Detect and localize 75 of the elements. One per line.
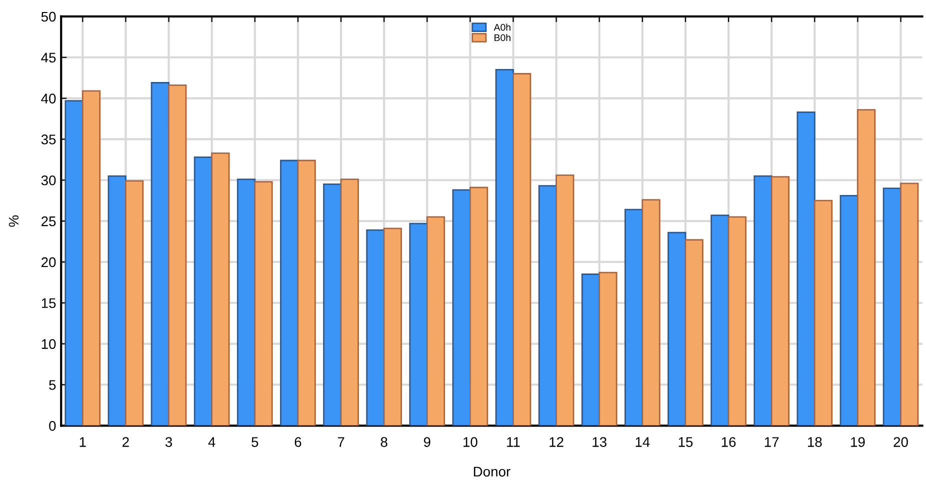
bar [280, 160, 299, 426]
bar [710, 214, 730, 426]
bar [581, 274, 600, 426]
x-tick-label: 4 [208, 437, 216, 447]
bar [556, 174, 574, 426]
bar [728, 216, 746, 426]
y-tick-label: 45 [41, 52, 56, 63]
bar [340, 178, 359, 426]
x-tick-label: 7 [338, 437, 344, 447]
bar [512, 73, 532, 426]
y-tick-label: 10 [42, 339, 56, 349]
x-tick-label: 5 [252, 437, 258, 447]
bar [684, 239, 704, 426]
bar [452, 189, 471, 426]
x-tick-label: 9 [424, 437, 430, 447]
bar [211, 152, 230, 426]
y-tick-label: 30 [41, 175, 56, 186]
bar [598, 272, 618, 426]
bar [770, 176, 790, 426]
x-tick-label: 1 [80, 437, 86, 447]
y-tick-label: 0 [49, 420, 56, 431]
bar [323, 184, 342, 426]
bar [538, 185, 557, 426]
bar [668, 232, 686, 426]
bar [254, 181, 273, 426]
x-tick-label: 17 [764, 437, 779, 447]
bar [426, 216, 446, 426]
x-tick-label: 20 [894, 437, 908, 447]
x-tick-label: 8 [380, 437, 388, 447]
bar [814, 200, 833, 426]
bar [624, 208, 644, 426]
bar [297, 160, 316, 426]
bar [857, 109, 876, 426]
y-tick-label: 40 [41, 94, 56, 104]
y-tick-label: 25 [42, 216, 56, 226]
x-tick-label: 12 [550, 437, 564, 447]
bar [64, 100, 84, 426]
bar [900, 182, 919, 426]
x-tick-label: 6 [294, 437, 302, 447]
bar [796, 112, 816, 426]
y-tick-label: 35 [41, 134, 56, 144]
y-tick-label: 5 [49, 380, 56, 390]
x-tick-label: 18 [808, 437, 822, 447]
x-tick-label: 3 [165, 437, 172, 447]
bar [150, 82, 170, 426]
legend-label: A0h [494, 24, 510, 31]
bar [168, 84, 187, 426]
bar [495, 68, 514, 426]
bar [383, 228, 402, 426]
bar [194, 156, 213, 426]
legend-label: B0h [494, 34, 510, 42]
x-tick-label: 11 [507, 437, 520, 447]
bar [409, 222, 428, 426]
y-tick-label: 20 [42, 257, 56, 268]
bar [236, 178, 256, 426]
bar [82, 90, 101, 426]
bar [754, 175, 772, 426]
x-axis-title: Donor [474, 466, 510, 477]
x-tick-label: 2 [122, 437, 129, 447]
bar [882, 188, 902, 426]
x-tick-label: 14 [636, 437, 650, 447]
bar [840, 194, 858, 426]
bar [125, 180, 144, 426]
bar [108, 175, 126, 426]
bar [469, 186, 488, 426]
x-tick-label: 13 [592, 437, 606, 447]
x-tick-label: 10 [464, 437, 478, 447]
y-tick-label: 15 [42, 298, 56, 308]
x-tick-label: 15 [678, 437, 693, 447]
bar [366, 229, 385, 426]
y-tick-label: 50 [41, 12, 56, 22]
y-axis-title: % [8, 215, 19, 227]
bar [642, 199, 660, 426]
x-tick-label: 16 [722, 437, 736, 447]
x-tick-label: 19 [851, 437, 865, 447]
